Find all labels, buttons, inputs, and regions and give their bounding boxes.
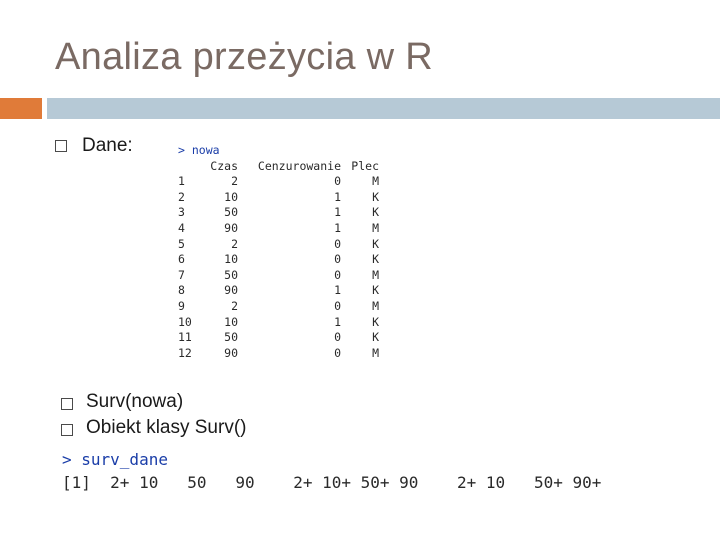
bullet-text-dane: Dane: — [82, 135, 133, 156]
table-cell-czas: 10 — [224, 189, 238, 204]
table-cell-index: 9 — [178, 298, 185, 313]
accent-bar-orange — [0, 98, 42, 119]
table-cell-cenzurowanie: 0 — [334, 345, 341, 360]
table-cell-czas: 90 — [224, 220, 238, 235]
table-row: 9 2 0 M — [178, 299, 379, 315]
table-cell-cenzurowanie: 0 — [334, 330, 341, 345]
table-cell-plec: K — [372, 314, 379, 329]
table-cell-index: 4 — [178, 220, 185, 235]
table-cell-plec: K — [372, 189, 379, 204]
table-cell-cenzurowanie: 0 — [334, 174, 341, 189]
table-cell-plec: M — [372, 174, 379, 189]
table-cell-plec: K — [372, 330, 379, 345]
table-cell-czas: 10 — [224, 314, 238, 329]
r-console-output-table: > nowa Czas Cenzurowanie Plec 1 2 0 M 2 10 1 K 3… — [178, 143, 393, 367]
bullet-text-surv-nowa: Surv(nowa) — [86, 391, 184, 412]
r-console-surv-output: > surv_dane [1] 2+ 10 50 90 2+ 10+ 50+ 9… — [62, 450, 662, 496]
table-cell-czas: 2 — [231, 298, 238, 313]
slide-title: Analiza przeżycia w R — [55, 36, 433, 78]
table-cell-czas: 50 — [224, 267, 238, 282]
table-cell-plec: M — [372, 298, 379, 313]
table-header-index — [178, 159, 200, 175]
accent-bar-blue — [47, 98, 720, 119]
table-row: 8 90 1 K — [178, 283, 379, 299]
table-header-cenzurowanie: Cenzurowanie — [257, 158, 341, 173]
console-prompt-surv: > surv_dane — [62, 450, 168, 469]
table-cell-czas: 90 — [224, 283, 238, 298]
table-cell-index: 1 — [178, 174, 185, 189]
square-bullet-icon — [61, 398, 73, 410]
table-cell-cenzurowanie: 1 — [334, 283, 341, 298]
table-row: 5 2 0 K — [178, 237, 379, 253]
table-cell-czas: 2 — [231, 236, 238, 251]
table-cell-cenzurowanie: 0 — [334, 236, 341, 251]
table-cell-index: 2 — [178, 189, 185, 204]
table-row: 1 2 0 M — [178, 174, 379, 190]
table-cell-plec: K — [372, 252, 379, 267]
table-cell-index: 5 — [178, 236, 185, 251]
table-cell-cenzurowanie: 0 — [334, 298, 341, 313]
table-row: 4 90 1 M — [178, 221, 379, 237]
table-row: 6 10 0 K — [178, 252, 379, 268]
data-frame-table: Czas Cenzurowanie Plec 1 2 0 M 2 10 1 K 3 50 1 K 4 90… — [178, 159, 379, 362]
table-cell-index: 7 — [178, 267, 185, 282]
table-cell-plec: K — [372, 283, 379, 298]
table-cell-czas: 90 — [224, 345, 238, 360]
table-cell-czas: 10 — [224, 252, 238, 267]
table-row: 10 10 1 K — [178, 315, 379, 331]
table-cell-plec: M — [372, 220, 379, 235]
table-cell-index: 6 — [178, 252, 185, 267]
table-cell-czas: 50 — [224, 330, 238, 345]
table-header-czas: Czas — [210, 158, 238, 173]
table-cell-czas: 50 — [224, 205, 238, 220]
table-cell-cenzurowanie: 1 — [334, 220, 341, 235]
table-cell-index: 12 — [178, 345, 192, 360]
table-cell-czas: 2 — [231, 174, 238, 189]
table-cell-index: 10 — [178, 314, 192, 329]
table-header-row: Czas Cenzurowanie Plec — [178, 159, 379, 175]
table-row: 12 90 0 M — [178, 346, 379, 362]
bullet-text-obiekt-klasy: Obiekt klasy Surv() — [86, 417, 247, 438]
surv-output-line: [1] 2+ 10 50 90 2+ 10+ 50+ 90 2+ 10 50+ … — [62, 473, 602, 492]
table-cell-cenzurowanie: 1 — [334, 314, 341, 329]
table-cell-cenzurowanie: 0 — [334, 252, 341, 267]
table-cell-cenzurowanie: 0 — [334, 267, 341, 282]
table-cell-plec: M — [372, 345, 379, 360]
table-cell-cenzurowanie: 1 — [334, 205, 341, 220]
square-bullet-icon — [61, 424, 73, 436]
table-row: 7 50 0 M — [178, 268, 379, 284]
square-bullet-icon — [55, 140, 67, 152]
table-cell-index: 8 — [178, 283, 185, 298]
table-row: 2 10 1 K — [178, 190, 379, 206]
table-row: 11 50 0 K — [178, 330, 379, 346]
table-row: 3 50 1 K — [178, 205, 379, 221]
table-cell-cenzurowanie: 1 — [334, 189, 341, 204]
table-cell-plec: K — [372, 205, 379, 220]
table-cell-index: 11 — [178, 330, 192, 345]
console-prompt: > nowa — [178, 143, 220, 157]
table-cell-plec: K — [372, 236, 379, 251]
table-cell-plec: M — [372, 267, 379, 282]
table-cell-index: 3 — [178, 205, 185, 220]
table-header-plec: Plec — [351, 158, 379, 173]
